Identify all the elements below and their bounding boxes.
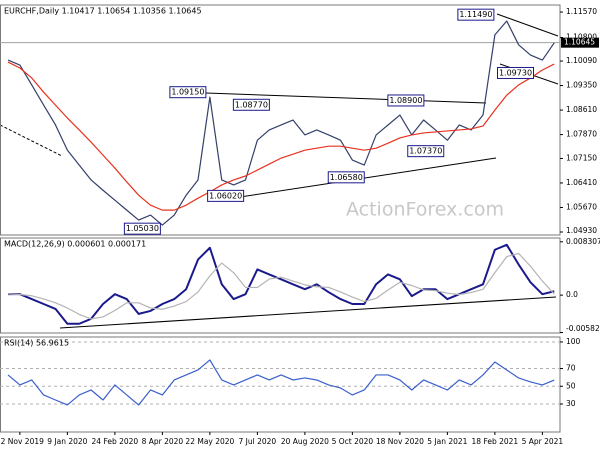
trend-lines: [0, 13, 559, 329]
annotation-box: [327, 171, 365, 184]
trend-line: [239, 157, 497, 198]
x-tick-label: 9 Jan 2020: [47, 437, 87, 446]
y-tick-label: 1.07870: [566, 130, 597, 139]
panel-frame: [0, 237, 561, 334]
x-tick-label: 5 Jan 2021: [427, 437, 467, 446]
annotation-label: 1.09730: [499, 68, 532, 77]
annotation-label: 1.06020: [209, 191, 242, 200]
x-tick-label: 18 Nov 2020: [376, 437, 424, 446]
y-tick-label: -0.005828: [566, 324, 600, 333]
annotation-box: [169, 86, 207, 99]
x-tick-label: 5 Apr 2021: [522, 437, 564, 446]
series-line: [7, 20, 555, 226]
annotation-box: [497, 66, 534, 79]
x-tick-label: 22 May 2020: [185, 437, 234, 446]
panel-title: EURCHF,Daily 1.10417 1.10654 1.10356 1.1…: [4, 7, 202, 16]
y-tick-label: 70: [566, 364, 576, 373]
x-tick-label: 5 Oct 2020: [332, 437, 374, 446]
x-tick-label: 7 Jul 2020: [239, 437, 277, 446]
trend-line: [205, 92, 487, 104]
last-price-box: [561, 37, 599, 48]
annotation-label: 1.06580: [330, 173, 363, 182]
annotation-label: 1.07370: [409, 147, 442, 156]
y-tick-label: 1.06410: [566, 178, 597, 187]
y-tick-label: 1.07150: [566, 153, 597, 162]
x-tick-label: 18 Feb 2021: [472, 437, 519, 446]
y-tick-label: 1.10800: [566, 33, 597, 42]
watermark: ActionForex.com: [346, 199, 504, 221]
y-tick-label: 30: [566, 399, 576, 408]
annotation-box: [457, 8, 495, 21]
panel-frame: [0, 4, 561, 236]
series-line: [7, 61, 555, 211]
annotation-box: [207, 189, 245, 202]
annotation-label: 1.05030: [126, 224, 159, 233]
annotation-box: [387, 94, 425, 107]
annotation-label: 1.11490: [459, 10, 492, 19]
y-tick-label: 1.04930: [566, 226, 597, 235]
annotation-label: 1.09150: [171, 88, 204, 97]
y-tick-label: 1.08610: [566, 105, 597, 114]
x-tick-label: 20 Aug 2020: [281, 437, 329, 446]
trend-line: [496, 13, 559, 37]
annotation-box: [232, 98, 270, 111]
y-tick-label: 1.09350: [566, 81, 597, 90]
trend-line: [0, 124, 63, 157]
x-tick-label: 8 Apr 2020: [142, 437, 184, 446]
y-tick-label: 1.11570: [566, 7, 597, 16]
y-tick-label: 0.0: [566, 290, 578, 299]
series-line: [7, 359, 555, 406]
last-price-label: 1.10645: [564, 38, 595, 47]
y-tick-label: 50: [566, 381, 576, 390]
annotation-label: 1.08770: [235, 100, 268, 109]
annotation-box: [407, 145, 445, 158]
series-line: [8, 243, 555, 325]
annotation-box: [123, 222, 161, 235]
panel-title: MACD(12,26,9) 0.000601 0.000171: [4, 240, 146, 249]
y-tick-label: 100: [566, 337, 581, 346]
y-tick-label: 1.05670: [566, 202, 597, 211]
x-tick-label: 24 Feb 2020: [92, 437, 139, 446]
series-line: [7, 252, 555, 320]
annotation-label: 1.08900: [389, 96, 422, 105]
panel-frame: [0, 336, 561, 433]
y-tick-label: 0.008307: [566, 237, 600, 246]
panel-title: RSI(14) 56.9615: [4, 339, 69, 348]
trend-line: [59, 296, 557, 329]
y-tick-label: 1.10090: [566, 56, 597, 65]
x-tick-label: 22 Nov 2019: [0, 437, 44, 446]
